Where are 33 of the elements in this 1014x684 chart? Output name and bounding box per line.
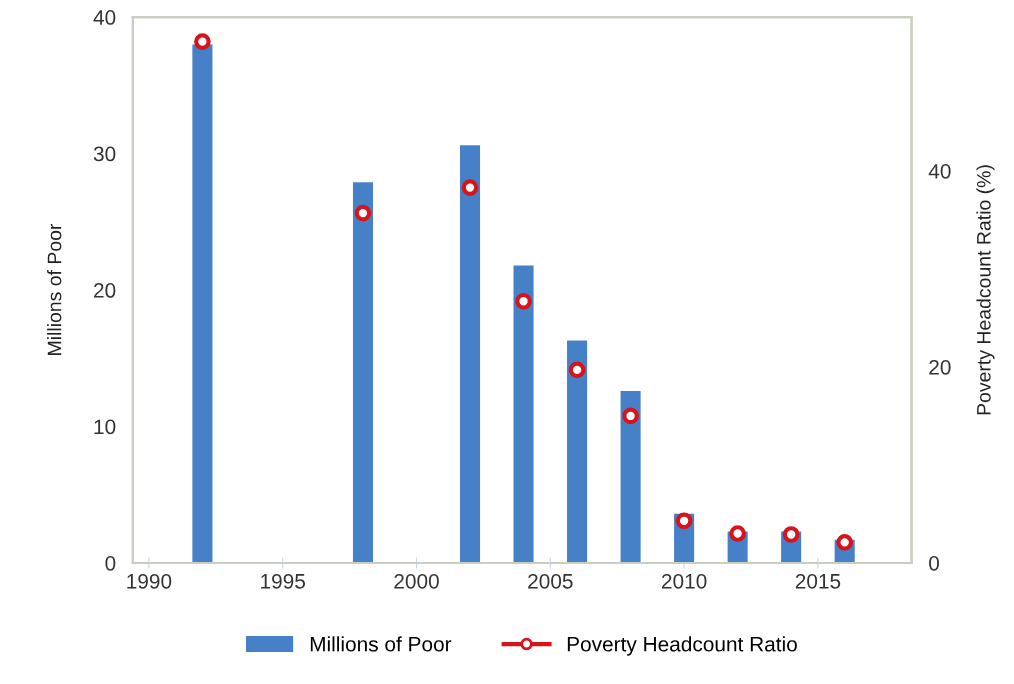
point [568,361,586,379]
y-axis-title: Millions of Poor [47,223,62,355]
point [729,525,746,542]
y-tick-label: 0 [105,555,116,571]
y2-tick-label: 40 [928,163,951,179]
legend-label: Millions of Poor [310,636,452,652]
point [354,204,372,222]
x-tick-label: 2005 [528,573,573,589]
bar [192,44,213,563]
point [622,407,639,425]
bar [567,340,588,563]
bar [513,265,534,563]
x-tick-label: 1990 [127,573,172,589]
y2-tick-label: 0 [929,555,940,571]
point [515,292,532,310]
point [461,179,479,196]
y-tick-label: 30 [93,146,116,162]
y2-tick-label: 20 [929,359,951,375]
point [782,526,800,543]
y-tick-label: 10 [94,419,116,435]
bar [620,390,641,563]
y-tick-label: 40 [93,10,116,25]
bar [352,182,374,563]
point [194,33,211,50]
x-tick-label: 1995 [261,573,305,589]
point [675,512,693,530]
bar [459,145,481,563]
y2-axis-title: Poverty Headcount Ratio (%) [976,165,995,415]
x-tick-label: 2000 [394,573,439,589]
legend-label: Poverty Headcount Ratio [567,636,797,656]
x-tick-label: 2015 [795,573,841,589]
x-tick-label: 2010 [661,573,707,589]
y-tick-label: 20 [94,283,116,298]
